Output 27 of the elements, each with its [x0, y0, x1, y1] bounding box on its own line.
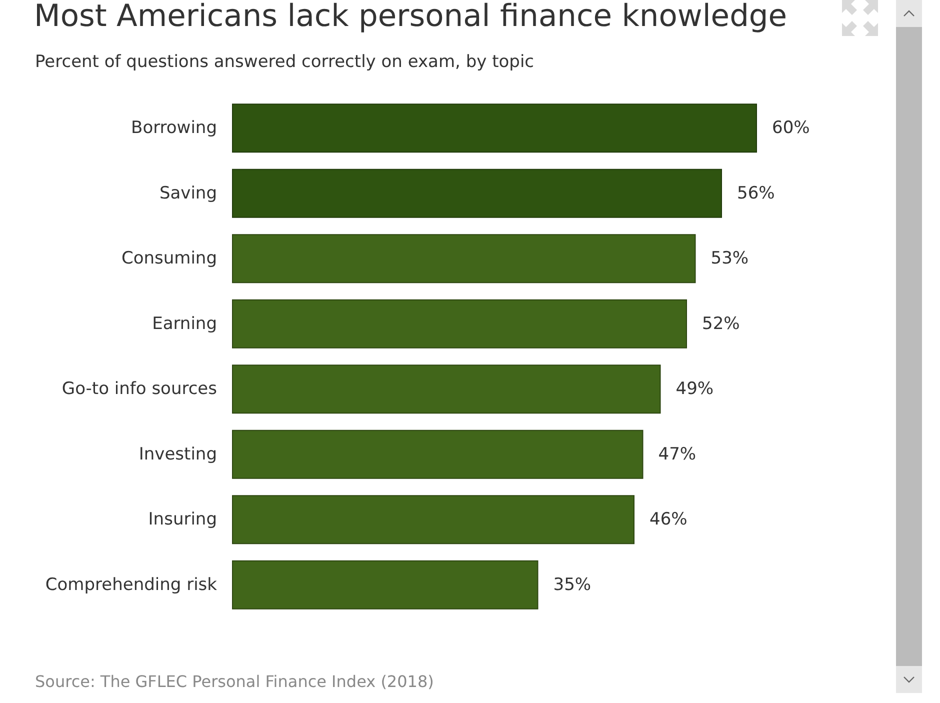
bar [232, 495, 634, 544]
bar [232, 560, 538, 610]
bar [232, 364, 661, 414]
bar [232, 104, 757, 153]
source-note: Source: The GFLEC Personal Finance Index (2018) [35, 671, 434, 693]
chart-title: Most Americans lack personal finance knowledge [34, 0, 788, 34]
y-tick-label: Go-to info sources [62, 379, 218, 400]
data-label: 49% [676, 379, 714, 400]
data-label: 56% [737, 183, 775, 204]
data-label: 46% [650, 510, 688, 530]
bar [232, 168, 722, 218]
y-tick-label: Consuming [121, 248, 217, 269]
y-tick-label: Comprehending risk [45, 574, 218, 595]
y-tick-label: Investing [138, 444, 217, 464]
data-label: 35% [553, 574, 592, 595]
y-tick-label: Saving [159, 183, 217, 204]
chart-subtitle: Percent of questions answered correctly on exam, by topic [35, 51, 534, 73]
bar [232, 299, 687, 348]
data-label: 47% [658, 444, 696, 464]
bar [232, 234, 696, 284]
bar [232, 430, 644, 479]
y-tick-label: Earning [152, 314, 217, 334]
data-label: 60% [772, 118, 810, 138]
y-tick-label: Borrowing [131, 118, 217, 138]
data-label: 53% [710, 248, 749, 269]
data-label: 52% [702, 314, 740, 334]
y-tick-label: Insuring [148, 510, 217, 530]
